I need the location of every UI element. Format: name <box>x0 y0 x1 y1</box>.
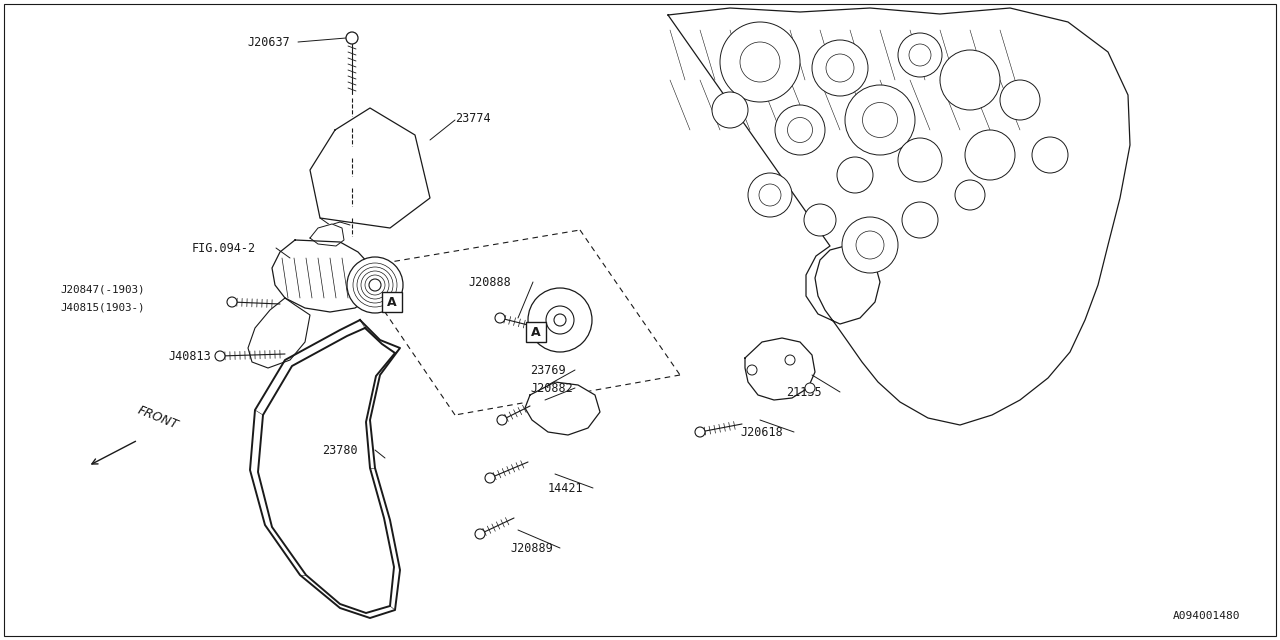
Polygon shape <box>745 338 815 400</box>
Circle shape <box>1032 137 1068 173</box>
Circle shape <box>965 130 1015 180</box>
Bar <box>526 322 547 342</box>
Polygon shape <box>250 320 399 618</box>
Circle shape <box>695 427 705 437</box>
Circle shape <box>740 42 780 82</box>
Circle shape <box>805 383 815 393</box>
Circle shape <box>863 102 897 138</box>
Text: 23780: 23780 <box>323 444 357 456</box>
Circle shape <box>759 184 781 206</box>
Circle shape <box>899 138 942 182</box>
Circle shape <box>899 33 942 77</box>
Circle shape <box>774 105 826 155</box>
Circle shape <box>748 173 792 217</box>
Circle shape <box>712 92 748 128</box>
Polygon shape <box>668 8 1130 425</box>
Circle shape <box>1000 80 1039 120</box>
Text: J20882: J20882 <box>530 381 572 394</box>
Circle shape <box>955 180 986 210</box>
Polygon shape <box>525 382 600 435</box>
Circle shape <box>812 40 868 96</box>
Circle shape <box>909 44 931 66</box>
Polygon shape <box>310 108 430 228</box>
Text: J40813: J40813 <box>168 349 211 362</box>
Circle shape <box>497 415 507 425</box>
Text: FIG.094-2: FIG.094-2 <box>192 241 256 255</box>
Polygon shape <box>248 298 310 368</box>
Text: J40815(1903-): J40815(1903-) <box>60 303 145 313</box>
Circle shape <box>547 306 573 334</box>
Circle shape <box>902 202 938 238</box>
Circle shape <box>347 257 403 313</box>
Circle shape <box>475 529 485 539</box>
Circle shape <box>787 118 813 143</box>
Circle shape <box>842 217 899 273</box>
Circle shape <box>485 473 495 483</box>
Circle shape <box>227 297 237 307</box>
Text: J20847(-1903): J20847(-1903) <box>60 285 145 295</box>
Circle shape <box>346 32 358 44</box>
Circle shape <box>940 50 1000 110</box>
Text: J20888: J20888 <box>468 275 511 289</box>
Text: 14421: 14421 <box>548 481 584 495</box>
Circle shape <box>804 204 836 236</box>
Circle shape <box>495 313 506 323</box>
Circle shape <box>845 85 915 155</box>
Text: A094001480: A094001480 <box>1172 611 1240 621</box>
Circle shape <box>529 288 591 352</box>
Circle shape <box>785 355 795 365</box>
Circle shape <box>369 279 381 291</box>
Bar <box>381 292 402 312</box>
Circle shape <box>856 231 884 259</box>
Circle shape <box>719 22 800 102</box>
Text: FRONT: FRONT <box>136 404 180 432</box>
Circle shape <box>748 365 756 375</box>
Text: 23774: 23774 <box>454 111 490 125</box>
Polygon shape <box>310 224 344 246</box>
Circle shape <box>837 157 873 193</box>
Text: 21135: 21135 <box>786 385 822 399</box>
Circle shape <box>554 314 566 326</box>
Circle shape <box>826 54 854 82</box>
Text: J20637: J20637 <box>247 35 291 49</box>
Text: J20889: J20889 <box>509 541 553 554</box>
Polygon shape <box>273 240 375 312</box>
Circle shape <box>215 351 225 361</box>
Text: A: A <box>531 326 541 339</box>
Text: 23769: 23769 <box>530 364 566 376</box>
Text: J20618: J20618 <box>740 426 783 438</box>
Text: A: A <box>387 296 397 308</box>
